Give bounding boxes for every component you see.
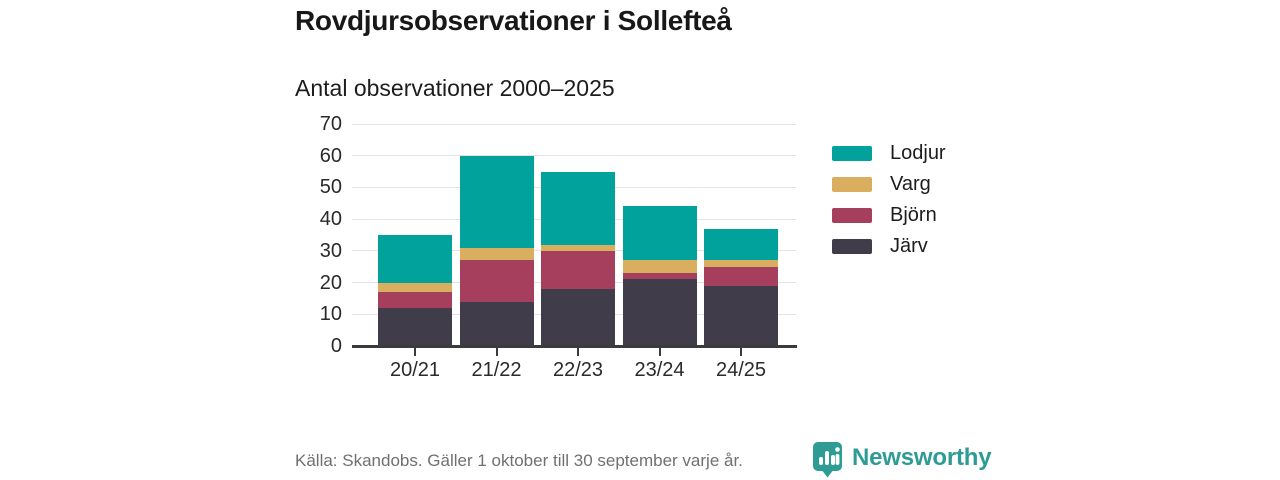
x-tick xyxy=(740,348,742,356)
bar-segment-Björn xyxy=(378,292,452,308)
bar-segment-Järv xyxy=(704,285,778,346)
bar-segment-Björn xyxy=(541,250,615,289)
legend-item-Lodjur: Lodjur xyxy=(832,142,946,164)
bar-segment-Lodjur xyxy=(541,171,615,245)
y-tick-label: 70 xyxy=(319,113,342,135)
bar-segment-Varg xyxy=(459,247,534,261)
bar-segment-Lodjur xyxy=(622,206,697,261)
x-tick-label: 21/22 xyxy=(471,359,522,381)
legend-item-Varg: Varg xyxy=(832,173,946,195)
x-axis: 20/21 21/22 22/23 23/24 24/25 xyxy=(352,348,796,392)
newsworthy-brand[interactable]: Newsworthy xyxy=(810,439,992,480)
bar-segment-Varg xyxy=(622,260,697,274)
bar-23/24 xyxy=(622,124,697,346)
legend-item-Järv: Järv xyxy=(832,235,946,257)
x-tick xyxy=(577,348,579,356)
bar-segment-Varg xyxy=(541,244,615,251)
bar-segment-Järv xyxy=(541,288,615,346)
x-tick xyxy=(495,348,498,356)
gridline xyxy=(352,123,796,125)
legend-label: Lodjur xyxy=(890,142,946,164)
legend: Lodjur Varg Björn Järv xyxy=(832,142,946,267)
bar-segment-Varg xyxy=(704,260,778,267)
gridline xyxy=(352,155,796,157)
bar-24/25 xyxy=(704,124,778,346)
bar-segment-Järv xyxy=(378,307,452,346)
legend-label: Järv xyxy=(890,235,928,257)
x-tick-label: 24/25 xyxy=(715,359,767,381)
y-tick-label: 30 xyxy=(319,239,342,262)
gridline xyxy=(352,250,796,252)
x-tick-label: 22/23 xyxy=(552,359,604,381)
y-axis: 0 10 20 30 40 50 60 70 xyxy=(268,113,342,364)
legend-item-Björn: Björn xyxy=(832,204,946,226)
newsworthy-wordmark: Newsworthy xyxy=(852,444,992,471)
y-tick-label: 60 xyxy=(319,144,342,167)
x-tick xyxy=(414,348,416,356)
bar-segment-Björn xyxy=(459,260,534,302)
x-tick-label: 20/21 xyxy=(389,359,441,381)
bar-segment-Lodjur xyxy=(378,235,452,283)
bar-21/22 xyxy=(459,124,534,346)
plot-area xyxy=(352,123,796,346)
legend-swatch xyxy=(832,177,872,192)
newsworthy-logo-icon xyxy=(810,439,845,480)
bar-segment-Järv xyxy=(459,301,534,346)
x-axis-line xyxy=(352,345,797,348)
y-tick-label: 50 xyxy=(319,176,342,199)
bar-22/23 xyxy=(541,124,615,346)
legend-label: Varg xyxy=(890,173,931,195)
bar-segment-Björn xyxy=(622,273,697,280)
bar-segment-Lodjur xyxy=(704,228,778,261)
source-note: Källa: Skandobs. Gäller 1 oktober till 3… xyxy=(295,451,743,470)
legend-label: Björn xyxy=(890,204,937,226)
y-tick-label: 40 xyxy=(319,208,342,231)
x-tick-label: 23/24 xyxy=(634,359,685,381)
y-tick-label: 0 xyxy=(330,335,342,357)
chart-subtitle: Antal observationer 2000–2025 xyxy=(295,75,615,101)
legend-swatch xyxy=(832,239,872,254)
bar-segment-Björn xyxy=(704,266,778,286)
bar-segment-Lodjur xyxy=(459,155,534,248)
y-tick-label: 20 xyxy=(319,271,342,294)
legend-swatch xyxy=(832,208,872,223)
bar-segment-Varg xyxy=(378,282,452,293)
bar-segment-Järv xyxy=(622,279,697,346)
legend-swatch xyxy=(832,146,872,161)
bar-20/21 xyxy=(378,124,452,346)
y-tick-label: 10 xyxy=(319,303,342,326)
chart-title: Rovdjursobservationer i Sollefteå xyxy=(295,5,732,36)
x-tick xyxy=(658,348,661,356)
